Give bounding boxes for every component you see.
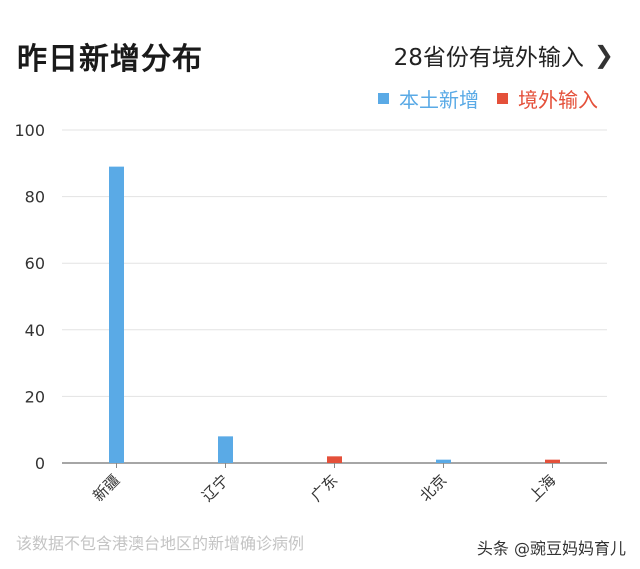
- chevron-right-icon: ❯: [593, 41, 614, 69]
- source-credit: 头条 @豌豆妈妈育儿: [476, 539, 626, 558]
- footnote: 该数据不包含港澳台地区的新增确诊病例: [16, 534, 305, 553]
- bar-local: [109, 166, 124, 463]
- y-tick-label: 80: [25, 188, 45, 207]
- bar-imported: [327, 456, 342, 463]
- x-tick-label: 新疆: [89, 471, 123, 505]
- x-tick-label: 广东: [307, 471, 341, 505]
- legend-swatch-local: [378, 93, 389, 104]
- imported-provinces-link[interactable]: 28省份有境外输入 ❯: [394, 38, 614, 72]
- chart-legend: 本土新增 境外输入: [360, 84, 598, 113]
- legend-label-local: 本土新增: [399, 88, 479, 112]
- y-tick-label: 40: [25, 321, 45, 340]
- y-tick-label: 20: [25, 387, 45, 406]
- y-tick-label: 100: [14, 121, 45, 140]
- legend-swatch-imported: [497, 93, 508, 104]
- legend-item-local: 本土新增: [378, 84, 479, 113]
- y-tick-label: 60: [25, 254, 45, 273]
- x-tick-label: 北京: [416, 471, 450, 505]
- x-tick-label: 辽宁: [198, 471, 232, 505]
- imported-provinces-label: 28省份有境外输入: [393, 45, 584, 71]
- legend-item-imported: 境外输入: [497, 84, 598, 113]
- chart-title: 昨日新增分布: [17, 42, 203, 77]
- legend-label-imported: 境外输入: [518, 88, 598, 112]
- bar-local: [218, 436, 233, 463]
- y-tick-label: 0: [35, 454, 45, 473]
- bar-imported: [545, 459, 560, 463]
- bar-local: [436, 459, 451, 463]
- x-tick-label: 上海: [525, 471, 559, 505]
